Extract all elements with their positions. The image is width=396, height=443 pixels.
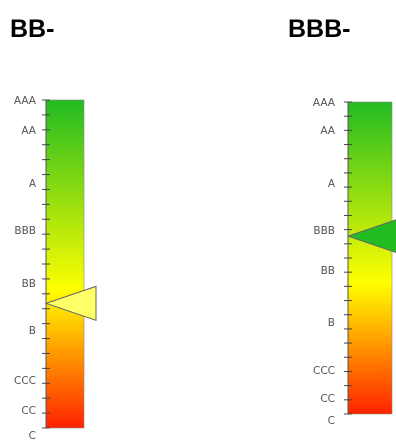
rating-label: BB	[321, 265, 335, 277]
rating-label: AAA	[313, 97, 336, 109]
rating-label: BBB	[14, 225, 36, 237]
rating-bar	[347, 101, 393, 415]
rating-label: AA	[21, 125, 36, 137]
rating-label: BBB	[313, 225, 335, 237]
rating-label: A	[29, 178, 37, 190]
rating-label: CC	[320, 393, 335, 405]
rating-label: CCC	[14, 375, 36, 387]
rating-bar	[45, 99, 85, 429]
rating-label: CC	[21, 405, 36, 417]
rating-label: AA	[320, 125, 335, 137]
gauge-title-left: BB-	[10, 15, 55, 43]
rating-pointer	[346, 219, 396, 254]
rating-label: C	[29, 430, 36, 442]
rating-label: BB	[22, 278, 36, 290]
rating-label: B	[29, 325, 36, 337]
rating-label: AAA	[14, 95, 37, 107]
rating-label: B	[328, 317, 335, 329]
gauge-title-right: BBB-	[288, 15, 351, 43]
rating-label: CCC	[313, 365, 335, 377]
rating-label: A	[328, 178, 336, 190]
rating-pointer	[44, 285, 97, 322]
rating-label: C	[328, 415, 335, 427]
